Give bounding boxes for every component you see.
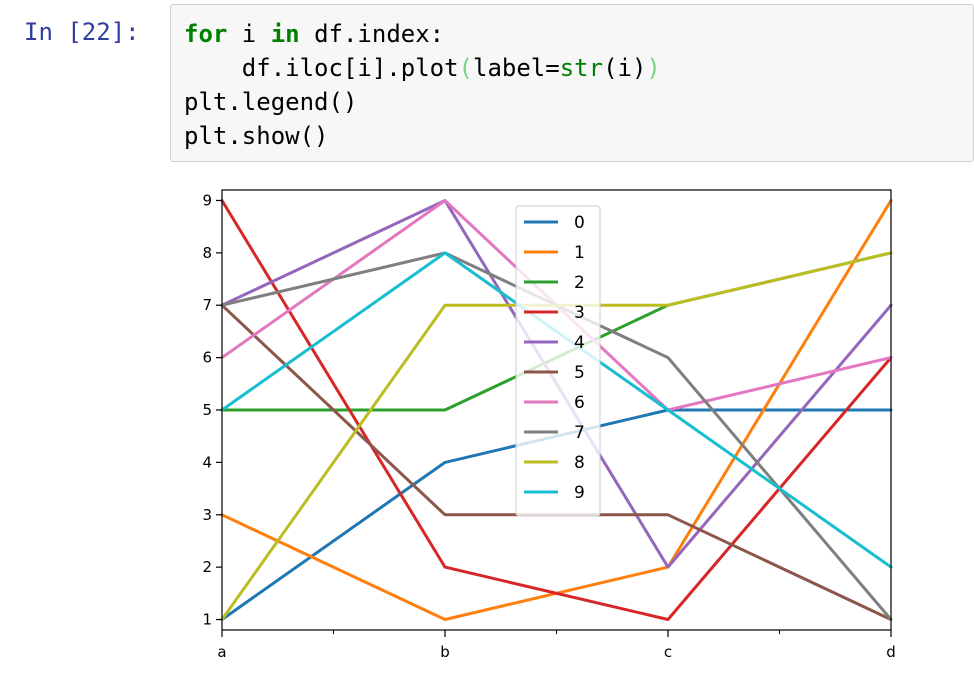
y-tick-label: 6 [202,349,212,367]
keyword-in: in [270,20,300,48]
y-tick-label: 2 [202,558,212,576]
code-var: i [227,20,271,48]
code-line-3: plt.legend() [184,88,358,116]
legend-label-0: 0 [574,213,585,233]
keyword-for: for [184,20,228,48]
x-tick-label: d [886,643,896,661]
input-prompt: In [22]: [24,18,140,46]
legend-label-6: 6 [574,393,585,413]
code-cell-input[interactable]: for i in df.index: df.iloc[i].plot(label… [170,4,974,162]
legend-label-7: 7 [574,423,585,443]
code-close-paren: ) [646,54,661,82]
legend-label-8: 8 [574,453,585,473]
cell-output: 1 2 3 4 5 6 7 8 9 a b c d 0 1 2 3 4 5 6 7 8 9 [170,175,974,694]
legend-label-2: 2 [574,273,585,293]
y-tick-label: 3 [202,506,212,524]
line-chart: 1 2 3 4 5 6 7 8 9 a b c d 0 1 2 3 4 5 6 7 8 9 [202,189,896,661]
x-tick-label: a [217,643,226,661]
code-rest: df.index: [299,20,445,48]
y-tick-label: 1 [202,611,212,629]
legend-label-3: 3 [574,303,585,323]
y-tick-label: 8 [202,244,212,262]
legend-label-5: 5 [574,363,585,383]
y-tick-label: 7 [202,296,212,314]
y-tick-label: 4 [202,453,212,471]
legend-label-1: 1 [574,243,585,263]
builtin-str: str [559,54,604,82]
code-line-2: df.iloc[i].plot(label=str(i)) [184,54,661,82]
x-tick-label: b [440,643,450,661]
code-editor[interactable]: for i in df.index: df.iloc[i].plot(label… [184,17,661,153]
code-line-1: for i in df.index: [184,20,444,48]
y-tick-label: 9 [202,191,212,209]
code-indent-call: df.iloc[i].plot [184,54,459,82]
code-call: (i) [603,54,647,82]
y-tick-label: 5 [202,401,212,419]
code-line-4: plt.show() [184,122,329,150]
code-open-paren: ( [458,54,473,82]
legend-label-4: 4 [574,333,585,353]
x-tick-label: c [664,643,672,661]
legend: 0 1 2 3 4 5 6 7 8 9 [515,205,601,517]
legend-label-9: 9 [574,483,585,503]
code-arg: label= [473,54,560,82]
